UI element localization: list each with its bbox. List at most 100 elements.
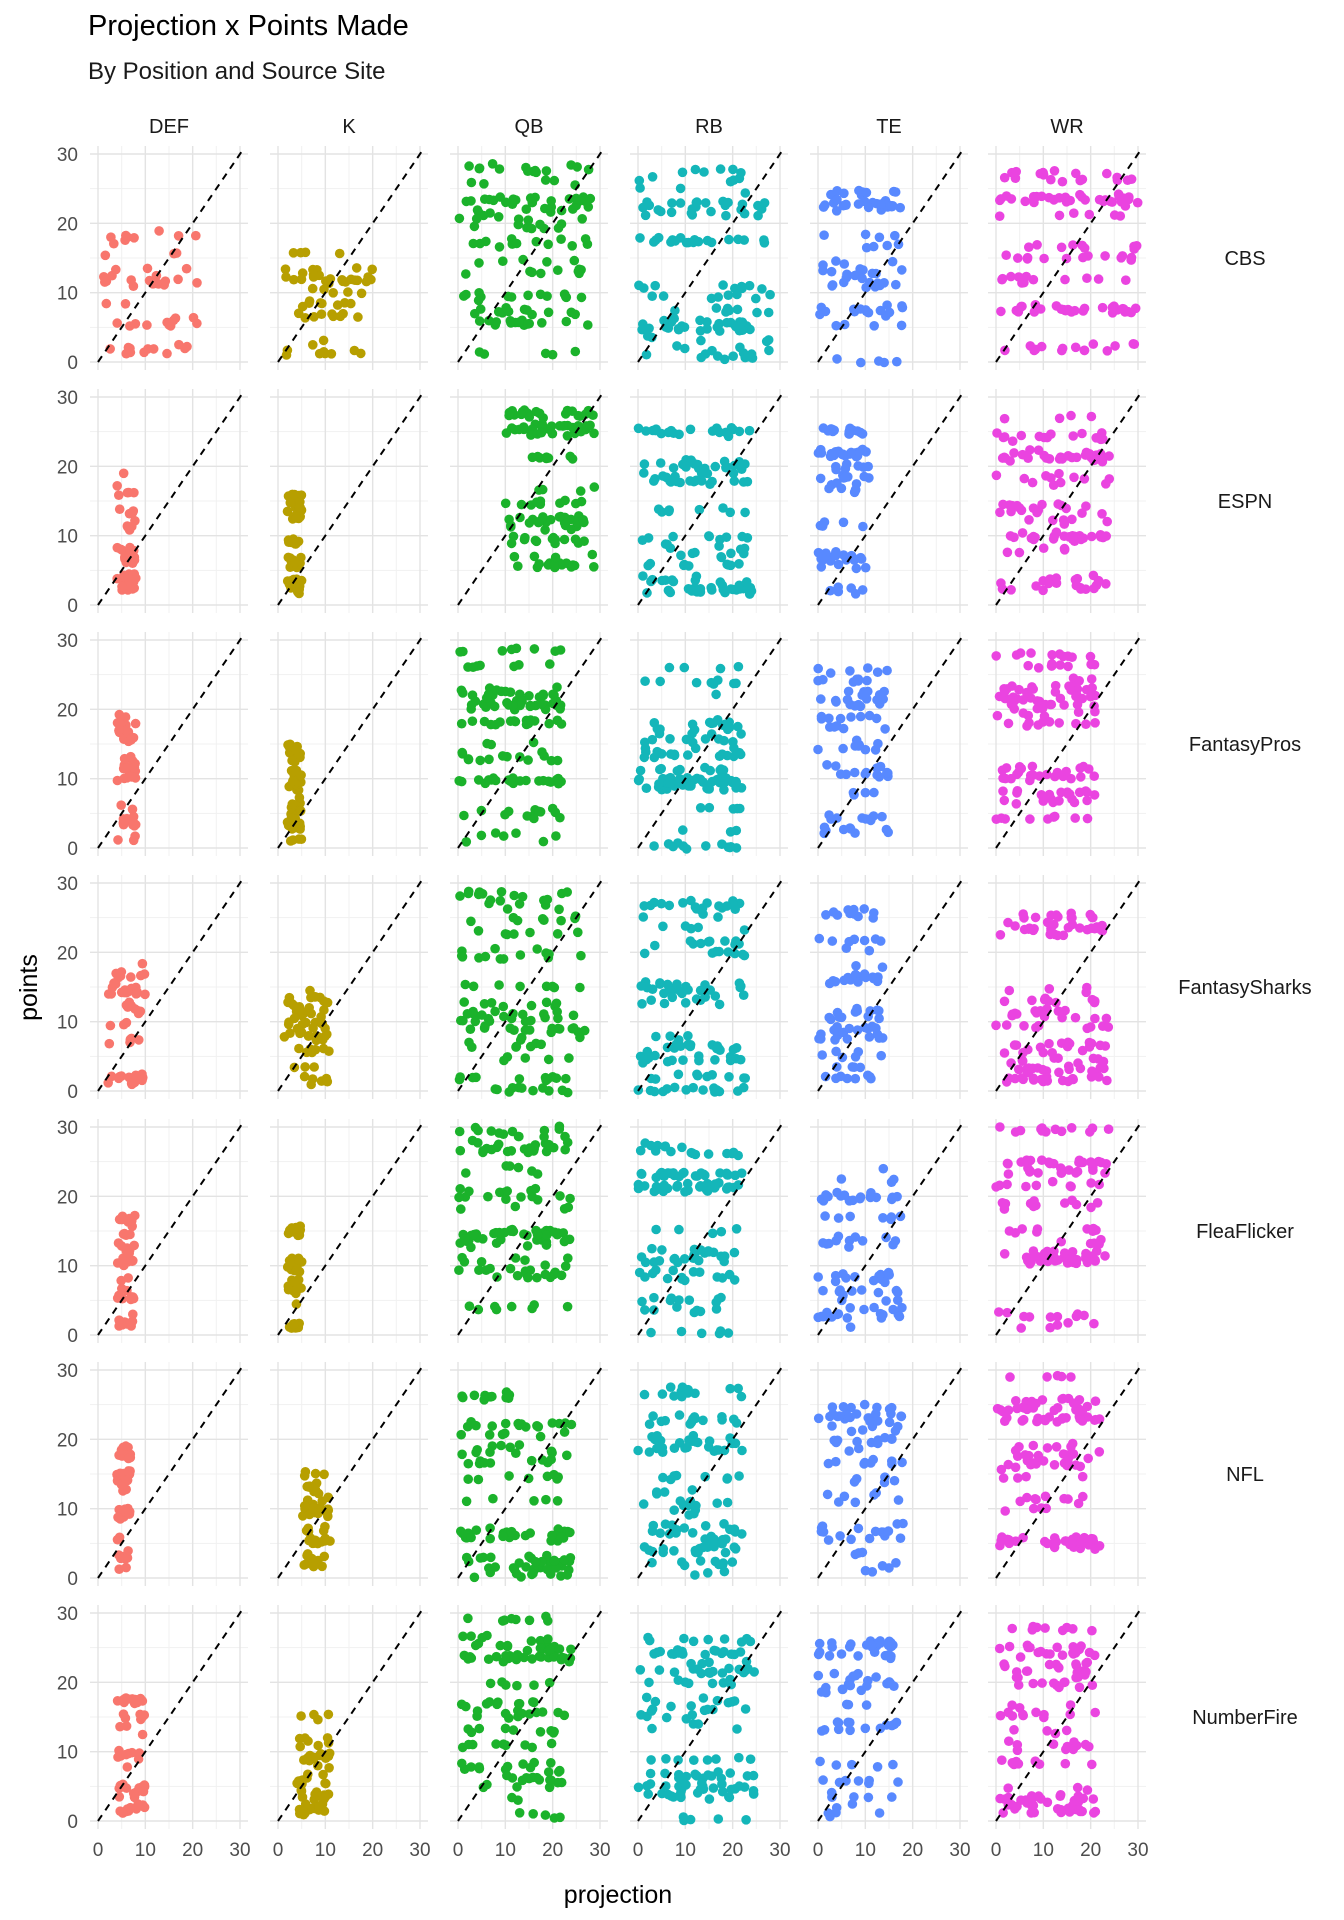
data-point [1027,995,1037,1006]
data-point [468,662,478,672]
y-tick-label: 20 [57,943,78,964]
data-point [667,992,678,1003]
data-point [673,1675,684,1685]
data-point [764,345,774,356]
data-point [866,1188,876,1198]
data-point [677,1646,687,1657]
data-point [684,1510,694,1520]
facet-panel [90,875,248,1099]
data-point [660,539,671,549]
data-point [547,1418,558,1428]
y-tick-label: 0 [67,1082,78,1103]
data-point [526,1000,537,1011]
data-point [1031,1022,1041,1033]
data-point [658,291,669,301]
data-point [998,1473,1009,1483]
data-point [876,199,886,209]
data-point [121,725,131,736]
data-point [466,916,476,927]
data-point [645,1768,656,1779]
data-point [998,1535,1009,1545]
data-point [838,449,848,460]
data-point [1077,428,1087,439]
data-point [999,1249,1010,1259]
data-point [828,1409,838,1419]
data-point [1084,764,1094,774]
data-point [712,1498,722,1508]
data-point [1132,197,1143,208]
data-point [1075,1538,1086,1549]
data-point [123,1273,133,1283]
data-point [722,317,732,328]
data-point [693,922,703,933]
data-point [887,1192,898,1203]
data-point [529,1496,539,1506]
data-point [139,969,150,979]
data-point [468,238,479,249]
data-point [656,898,667,909]
data-point [538,836,549,847]
data-point [1036,1503,1047,1513]
data-point [570,346,581,357]
data-point [864,1032,875,1042]
data-point [710,991,721,1001]
data-point [1018,708,1029,718]
data-point [869,1302,879,1313]
data-point [1060,1198,1070,1208]
data-point [309,1062,320,1072]
data-point [1059,543,1070,554]
data-point [481,236,491,247]
y-tick-label: 10 [57,1743,78,1764]
data-point [120,815,130,825]
data-point [126,1078,137,1089]
data-point [677,1391,687,1402]
data-point [827,1402,838,1412]
reference-line [637,1122,784,1336]
data-point [711,1304,722,1314]
data-point [317,1018,328,1029]
data-point [711,303,722,313]
data-point [633,423,644,434]
data-point [1017,1224,1027,1234]
data-point [707,1678,718,1689]
data-point [1050,811,1060,822]
data-point [292,538,302,548]
facet-panel [988,1605,1146,1829]
data-point [710,461,721,472]
data-point [510,1201,521,1212]
data-point [1027,761,1038,772]
data-point [500,1723,511,1734]
data-point [505,1161,515,1171]
data-point [1054,468,1064,479]
data-point [501,1194,511,1204]
data-point [842,694,853,705]
data-point [639,1542,650,1552]
data-point [702,898,712,908]
data-point [836,1649,847,1659]
data-point [870,1023,881,1033]
data-point [505,687,516,697]
data-point [681,462,691,472]
data-point [534,559,544,569]
data-point [696,938,706,949]
data-point [888,1304,898,1315]
data-point [113,835,123,845]
data-point [551,831,561,841]
data-point [1029,194,1039,205]
data-point [300,1062,310,1072]
facet-panel [810,389,968,613]
data-point [1077,693,1088,704]
data-point [877,962,888,972]
data-point [549,1726,559,1737]
data-point [991,470,1002,481]
data-point [498,1001,509,1012]
data-point [1000,1198,1011,1209]
data-point [1064,195,1075,206]
data-point [1088,1165,1098,1175]
data-point [514,899,525,909]
data-point [880,724,890,734]
data-point [817,1050,827,1060]
reference-line [457,635,604,849]
data-point [530,1183,541,1194]
data-point [742,352,752,362]
